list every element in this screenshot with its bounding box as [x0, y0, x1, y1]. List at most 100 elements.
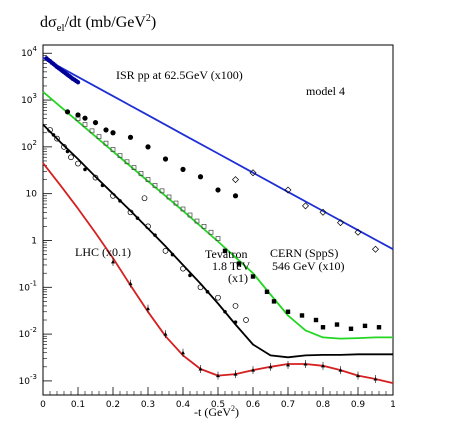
x-tick-label: 0.2 — [106, 400, 120, 410]
y-tick-base: 10 — [19, 330, 31, 340]
point-cern_filled — [348, 326, 354, 331]
point-isr_open — [337, 219, 344, 227]
point-cern_filled — [362, 323, 368, 329]
point-isr_big — [82, 115, 88, 121]
point-tev_open — [243, 317, 249, 323]
point-cern_open — [145, 177, 151, 182]
point-tev_open — [180, 265, 186, 272]
point-tev_open — [75, 160, 81, 167]
title-sup: 2 — [146, 13, 151, 24]
y-tick-base: 10 — [26, 190, 38, 200]
y-tick-base: 10 — [21, 49, 33, 59]
point-lhc_data — [251, 368, 255, 372]
point-isr_big — [197, 174, 204, 180]
point-isr_big — [64, 109, 71, 115]
point-lhc_data — [233, 372, 238, 376]
annotation-tev-2: 1.8 TeV — [212, 259, 251, 273]
point-cern_open — [82, 122, 88, 127]
annotation-tev-1: Tevatron — [205, 247, 247, 261]
point-tev_filled — [83, 167, 87, 172]
chart-title: dσel/dt (mb/GeV2) — [40, 13, 156, 34]
point-tev_filled — [100, 183, 105, 188]
x-tick-label: 0.7 — [281, 400, 295, 410]
point-cern_open — [215, 236, 221, 241]
point-tev_filled — [188, 273, 192, 278]
point-tev_open — [92, 174, 99, 181]
point-isr_big — [215, 187, 221, 193]
xlabel-end: ) — [235, 405, 239, 419]
point-cern_filled — [236, 261, 242, 266]
title-main: dσ — [40, 14, 57, 31]
point-cern_open — [117, 153, 123, 158]
point-cern_open — [187, 212, 193, 218]
point-tev_open — [54, 135, 60, 142]
title-rest: /dt (mb/GeV — [65, 14, 147, 31]
point-cern_open — [138, 171, 144, 176]
point-cern_filled — [250, 274, 256, 279]
point-isr_open — [319, 208, 327, 216]
point-cern_open — [103, 140, 109, 146]
point-tev_open — [141, 195, 148, 202]
point-tev_open — [197, 284, 204, 291]
point-isr_open — [284, 186, 292, 194]
point-isr_big — [162, 156, 169, 162]
point-isr_big — [127, 134, 134, 140]
curve-tevatron — [42, 123, 393, 359]
y-tick-label: 10-3 — [19, 373, 37, 387]
point-tev_filled — [51, 133, 56, 137]
y-tick-label: 1 — [31, 236, 37, 246]
y-tick-label: 10-1 — [19, 279, 37, 293]
point-tev_filled — [205, 290, 210, 294]
y-tick-label: 10 — [26, 190, 38, 200]
curve-lhc — [42, 162, 394, 384]
title-sub: el — [57, 22, 65, 34]
point-lhc_data — [163, 332, 168, 336]
point-tev_open — [110, 192, 116, 199]
point-tev_filled — [233, 320, 238, 324]
point-cern_open — [208, 229, 214, 235]
point-cern_filled — [264, 289, 270, 295]
point-tev_filled — [118, 199, 122, 203]
point-cern_filled — [271, 299, 277, 304]
point-isr_open — [249, 169, 257, 177]
y-tick-base: 1 — [31, 236, 37, 246]
point-cern_filled — [334, 322, 340, 327]
y-tick-base: 10 — [19, 377, 31, 387]
point-lhc_data — [321, 363, 325, 368]
point-isr_open — [372, 245, 379, 253]
point-isr_big — [103, 127, 109, 133]
point-lhc_data — [286, 362, 290, 367]
point-cern_filled — [313, 317, 319, 323]
point-cern_filled — [222, 248, 228, 254]
y-tick-base: 10 — [21, 96, 33, 106]
point-cern_open — [159, 188, 165, 194]
x-tick-label: 0.3 — [141, 400, 155, 410]
point-lhc_data — [338, 368, 343, 372]
point-isr_big — [110, 130, 116, 136]
points-layer — [44, 56, 382, 383]
x-tick-label: 0.8 — [316, 400, 331, 410]
x-tick-label: 1 — [390, 400, 396, 410]
title-end: ) — [151, 14, 156, 31]
point-tev_open — [162, 248, 169, 254]
annotation-cern-1: CERN (SppS) — [270, 246, 338, 260]
x-tick-label: 0.9 — [351, 400, 366, 410]
point-cern_open — [152, 183, 158, 188]
y-tick-exp: 3 — [33, 92, 37, 100]
x-tick-label: 0 — [40, 400, 46, 410]
point-cern_open — [124, 159, 130, 165]
point-tev_filled — [153, 233, 157, 237]
x-tick-label: 0.6 — [246, 400, 261, 410]
point-tev_open — [127, 209, 134, 216]
y-tick-label: 102 — [21, 139, 37, 153]
point-cern_filled — [285, 309, 291, 314]
xlabel-main: -t (GeV — [194, 405, 231, 419]
x-tick-label: 0.4 — [176, 400, 191, 410]
point-cern_open — [180, 206, 186, 212]
point-lhc_data — [146, 306, 150, 311]
point-tev_filled — [65, 149, 70, 154]
annotation-lhc: LHC (x0.1) — [75, 245, 131, 259]
point-cern_open — [201, 224, 207, 229]
point-isr_open — [232, 176, 239, 184]
y-tick-base: 10 — [21, 143, 33, 153]
